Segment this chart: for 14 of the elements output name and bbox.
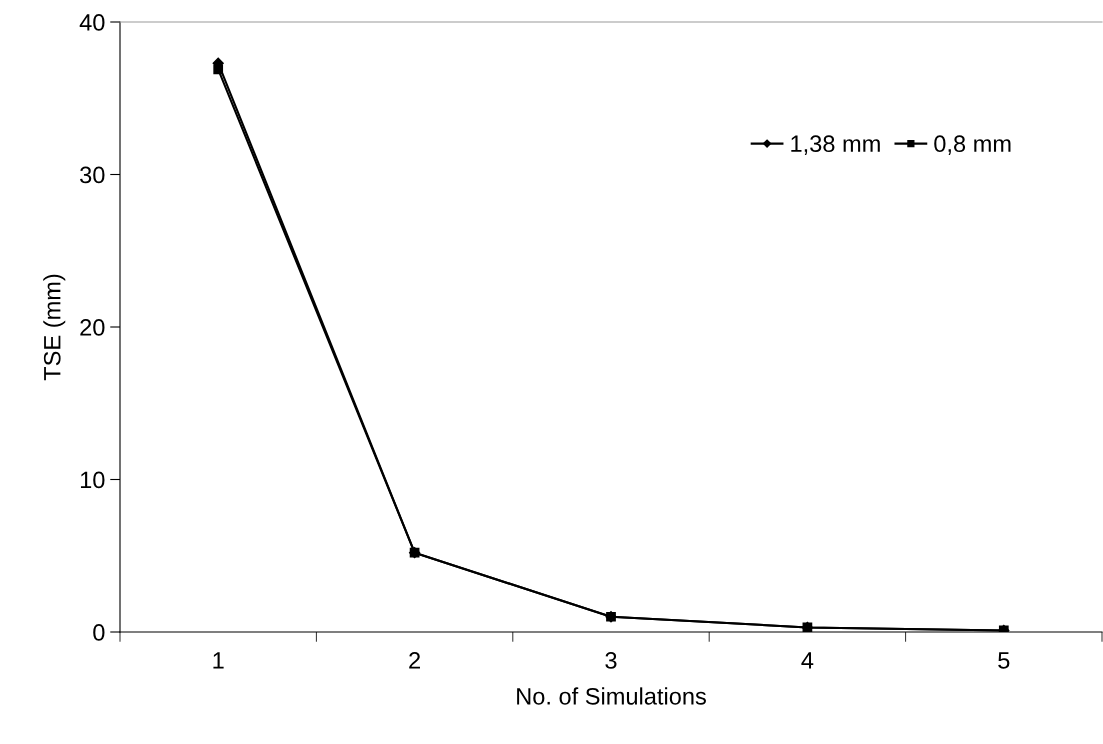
x-tick-label: 4 <box>801 652 814 669</box>
legend-label: 1,38 mm <box>791 135 880 155</box>
x-tick-label: 5 <box>998 652 1010 669</box>
x-tick-label: 2 <box>409 652 420 669</box>
x-tick-label: 3 <box>605 652 617 669</box>
y-axis-title: TSE (mm) <box>43 274 66 381</box>
x-axis-title: No. of Simulations <box>517 687 706 705</box>
legend-label: 0,8 mm <box>934 135 1011 155</box>
y-tick-label: 0 <box>93 624 105 641</box>
y-tick-label: 30 <box>80 166 105 184</box>
y-tick-label: 20 <box>80 319 105 336</box>
x-tick-label: 1 <box>213 652 224 669</box>
y-tick-label: 10 <box>80 471 105 489</box>
y-tick-label: 40 <box>79 14 105 31</box>
